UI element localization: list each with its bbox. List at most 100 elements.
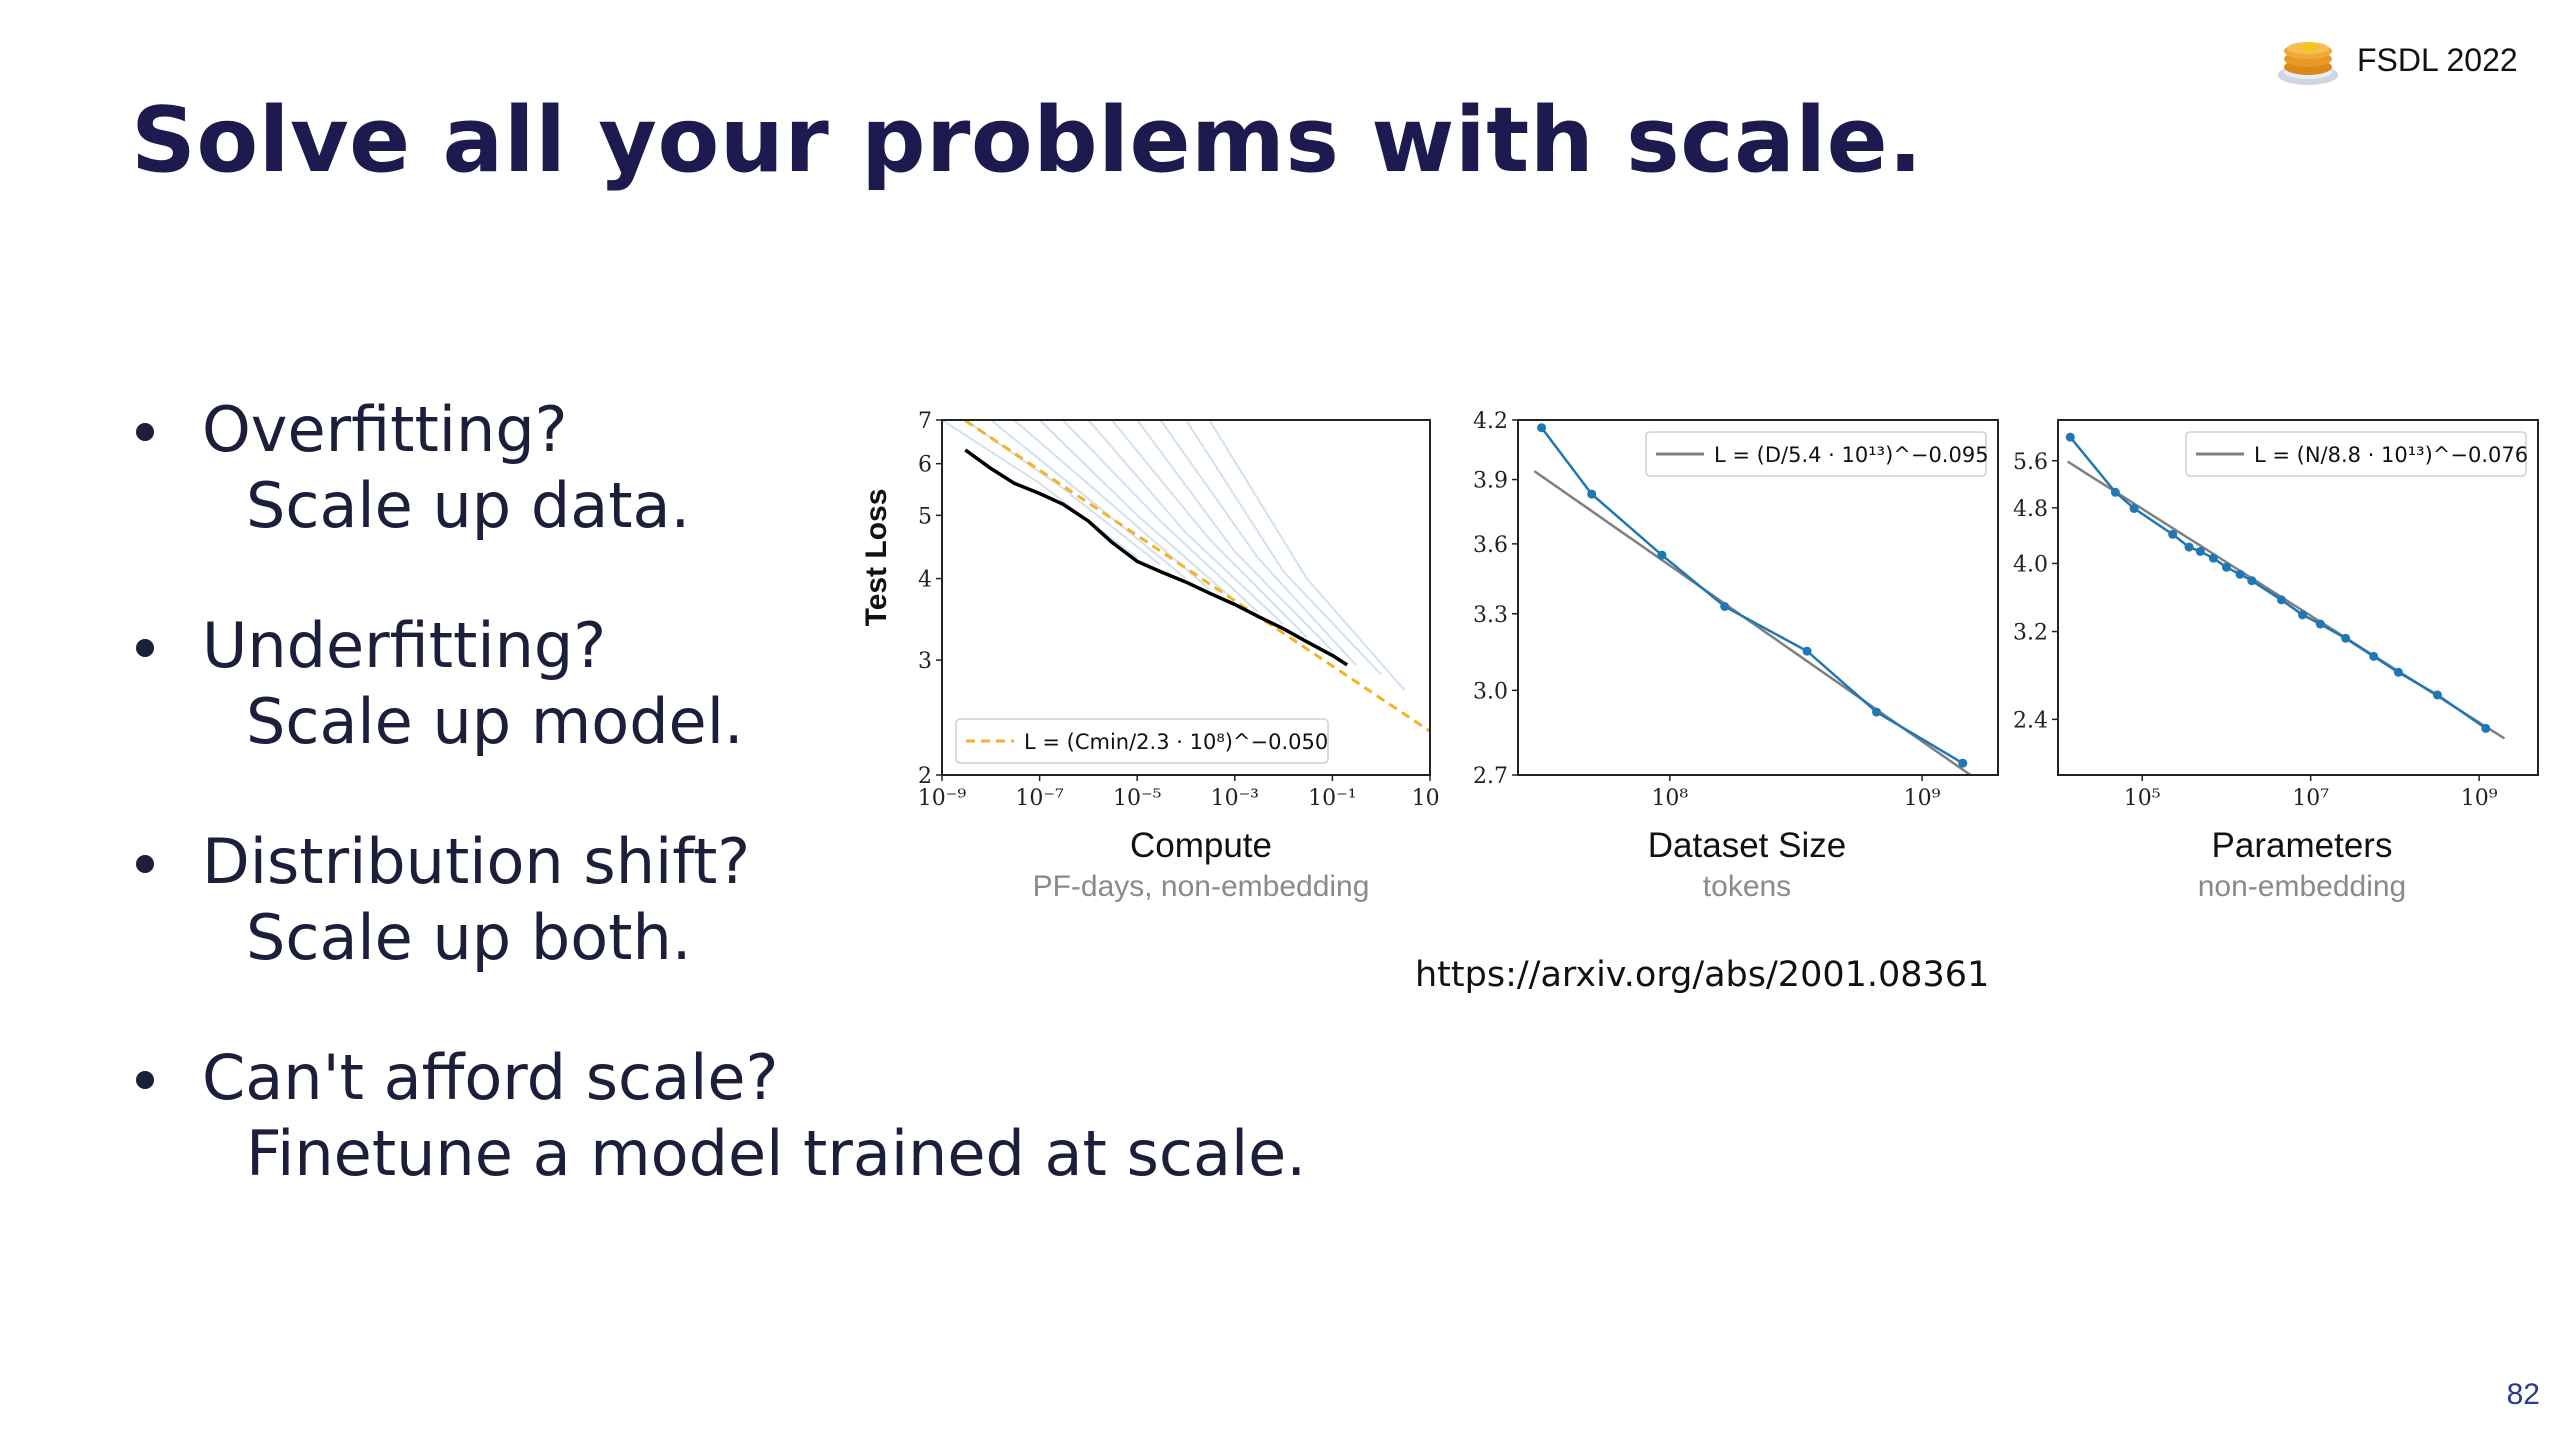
training-curve-2: [990, 420, 1187, 580]
x-tick-label: 10⁻⁷: [1015, 786, 1064, 811]
training-curve-6: [1087, 420, 1285, 626]
parameters-chart-subtitle: non-embedding: [2197, 870, 2407, 903]
y-tick-label: 4.2: [1473, 409, 1508, 434]
y-axis-label: Test Loss: [860, 489, 893, 627]
y-tick-label: 3.9: [1473, 469, 1508, 494]
compute-chart-subtitle: PF-days, non-embedding: [1032, 870, 1370, 903]
data-point: [1537, 423, 1547, 433]
slide-title: Solve all your problems with scale.: [131, 88, 1923, 193]
legend-box: [955, 718, 1329, 764]
bullet-question: Overfitting?: [136, 392, 690, 468]
legend-label: L = (N/8.8 · 10¹³)^−0.076: [2254, 443, 2528, 467]
data-point: [2129, 503, 2139, 513]
y-tick-label: 6: [918, 453, 932, 478]
bullet-question: Distribution shift?: [136, 824, 750, 900]
data-point: [2168, 529, 2178, 539]
dataset-size-chart-subtitle: tokens: [1702, 870, 1792, 903]
data-point: [2393, 667, 2403, 677]
data-point: [2369, 651, 2379, 661]
x-tick-label: 10⁻⁵: [1113, 786, 1161, 811]
data-line: [1540, 426, 1964, 765]
parameters-plot: 10⁵ 10⁷ 10⁹ 2.4 3.2 4.0 4.8 5.6 L = (N/8.8 · 10¹…: [2013, 419, 2539, 811]
data-point: [1802, 646, 1812, 656]
data-point: [2247, 576, 2257, 586]
y-tick-label: 2: [918, 764, 932, 789]
x-tick-label: 10⁻⁹: [918, 786, 967, 811]
bullet-answer: Scale up both.: [246, 901, 692, 974]
training-curve-10: [1185, 420, 1382, 676]
plot-frame: [1517, 419, 1999, 776]
data-point: [1657, 550, 1667, 560]
x-tick-label: 10⁷: [2292, 786, 2329, 811]
x-tick-label: 10⁸: [1651, 786, 1688, 811]
data-point: [2208, 553, 2218, 563]
plot-frame: [941, 419, 1431, 776]
parameters-chart: 10⁵ 10⁷ 10⁹ 2.4 3.2 4.0 4.8 5.6 L = (N/8.8 · 10¹…: [2000, 405, 2550, 830]
compute-plot: 10⁻⁹ 10⁻⁷ 10⁻⁵ 10⁻³ 10⁻¹ 10¹ 2 3 4 5 6 7 Test Loss L …: [860, 409, 1448, 811]
brand-label: FSDL 2022: [2357, 41, 2518, 78]
data-point: [2065, 432, 2075, 442]
x-tick-label: 10⁹: [2461, 786, 2498, 811]
bullet-question: Can't afford scale?: [136, 1040, 1306, 1116]
source-link[interactable]: https://arxiv.org/abs/2001.08361: [1415, 955, 1990, 995]
x-tick-label: 10⁻¹: [1308, 786, 1356, 811]
training-curve-0: [942, 420, 1138, 559]
bullet-cant-afford-scale: Can't afford scale? Finetune a model tra…: [136, 1040, 1306, 1192]
compute-chart: 10⁻⁹ 10⁻⁷ 10⁻⁵ 10⁻³ 10⁻¹ 10¹ 2 3 4 5 6 7 Test Loss L …: [860, 405, 1448, 830]
data-point: [2195, 546, 2205, 556]
data-point: [1872, 707, 1882, 717]
bullet-answer: Finetune a model trained at scale.: [246, 1117, 1307, 1190]
bullet-overfitting: Overfitting? Scale up data.: [136, 392, 690, 544]
y-tick-label: 3: [918, 649, 932, 674]
data-point: [2432, 690, 2442, 700]
data-point: [2221, 562, 2231, 572]
y-tick-label: 2.4: [2013, 708, 2048, 733]
x-tick-label: 10⁹: [1904, 786, 1941, 811]
bullet-question: Underfitting?: [136, 608, 744, 684]
brand: FSDL 2022: [2275, 30, 2518, 90]
data-point: [2481, 723, 2491, 733]
data-point: [2341, 633, 2351, 643]
data-point: [1720, 601, 1730, 611]
data-point: [2276, 595, 2286, 605]
data-point: [2110, 487, 2120, 497]
data-point: [1587, 489, 1597, 499]
training-curve-9: [1159, 420, 1357, 666]
y-tick-label: 3.0: [1473, 679, 1508, 704]
bullet-distribution-shift: Distribution shift? Scale up both.: [136, 824, 750, 976]
legend-label: L = (D/5.4 · 10¹³)^−0.095: [1714, 443, 1989, 467]
y-tick-label: 3.3: [1473, 603, 1508, 628]
compute-chart-title: Compute: [1129, 826, 1273, 865]
data-point: [2315, 619, 2325, 629]
x-tick-label: 10⁻³: [1211, 786, 1259, 811]
data-line: [2069, 436, 2487, 730]
training-curve-7: [1110, 420, 1308, 639]
y-tick-label: 4: [918, 568, 932, 593]
data-point: [1958, 758, 1968, 768]
bullet-answer: Scale up data.: [246, 469, 691, 542]
compute-frontier-line: [964, 448, 1349, 667]
dataset-size-chart: 10⁸ 10⁹ 2.7 3.0 3.3 3.6 3.9 4.2 L = (D/5.4 · 10¹…: [1450, 405, 2000, 830]
parameters-chart-title: Parameters: [2211, 826, 2393, 865]
training-curve-1: [964, 420, 1162, 566]
x-tick-label: 10¹: [1412, 786, 1440, 811]
legend-box: [2185, 431, 2527, 477]
training-curve-5: [1062, 420, 1259, 614]
y-tick-label: 3.2: [2013, 621, 2048, 646]
y-tick-label: 5: [918, 504, 932, 529]
x-tick-label: 10⁵: [2124, 786, 2161, 811]
page-number: 82: [2506, 1378, 2540, 1411]
dataset-size-chart-title: Dataset Size: [1647, 826, 1847, 865]
pancake-logo-icon: [2278, 42, 2338, 85]
training-curve-4: [1038, 420, 1236, 602]
y-tick-label: 4.8: [2013, 497, 2048, 522]
dataset-size-plot: 10⁸ 10⁹ 2.7 3.0 3.3 3.6 3.9 4.2 L = (D/5.4 · 10¹…: [1473, 409, 1999, 811]
bullet-underfitting: Underfitting? Scale up model.: [136, 608, 744, 760]
fit-line: [964, 420, 1430, 733]
data-point: [2298, 610, 2308, 620]
y-tick-label: 4.0: [2013, 552, 2048, 577]
y-tick-label: 7: [918, 409, 932, 434]
data-point: [2184, 542, 2194, 552]
training-curve-3: [1013, 420, 1210, 591]
training-curve-8: [1136, 420, 1334, 652]
